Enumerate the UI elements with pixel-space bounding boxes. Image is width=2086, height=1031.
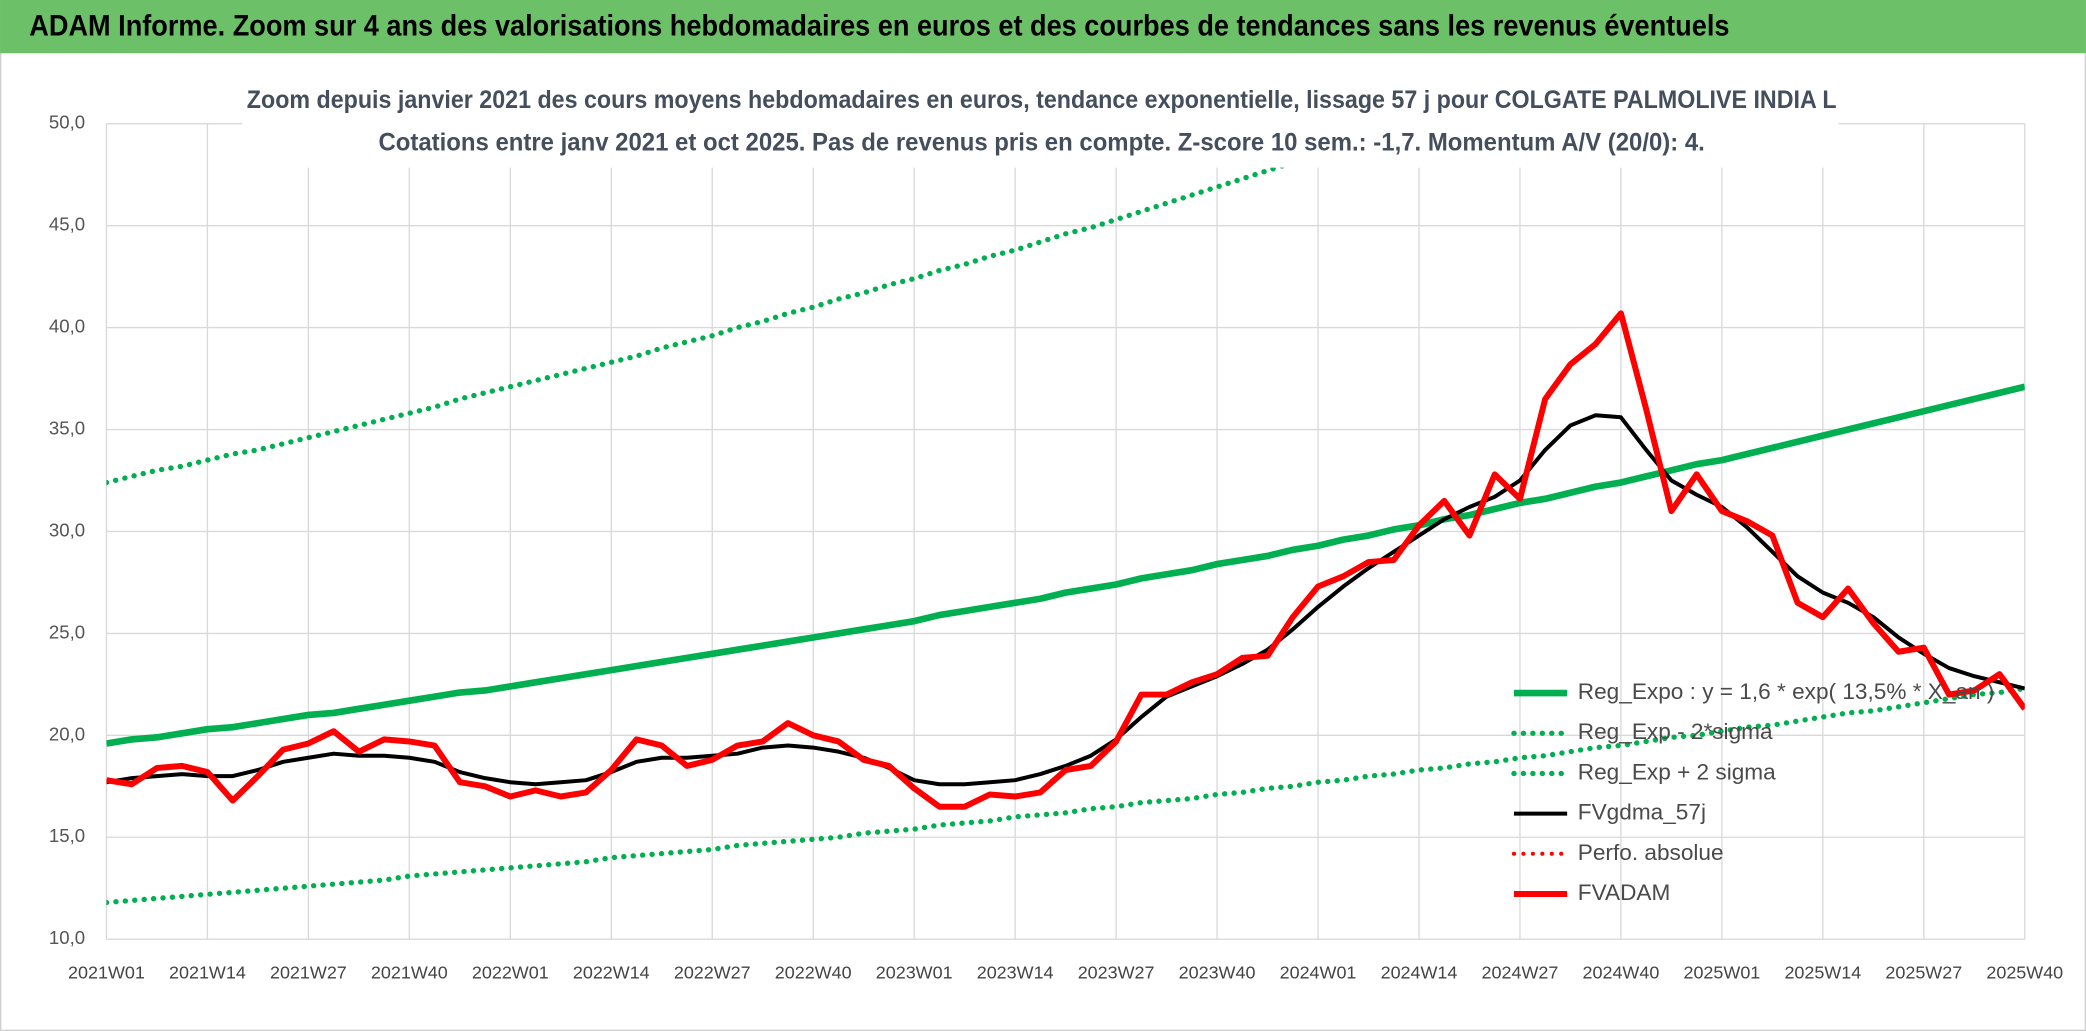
x-tick-label: 2023W01	[876, 963, 953, 983]
y-tick-label: 25,0	[49, 621, 85, 642]
x-tick-label: 2024W40	[1583, 963, 1660, 983]
x-tick-label: 2021W27	[270, 963, 347, 983]
header-title: ADAM Informe. Zoom sur 4 ans des valoris…	[29, 11, 1729, 43]
series-line	[106, 310, 2025, 810]
legend-label: Perfo. absolue	[1578, 840, 1724, 865]
legend-label: Reg_Exp + 2 sigma	[1578, 759, 1776, 784]
x-tick-label: 2024W14	[1381, 963, 1458, 983]
y-tick-label: 20,0	[49, 723, 85, 744]
y-tick-label: 15,0	[49, 825, 85, 846]
legend-label: FVgdma_57j	[1578, 800, 1706, 825]
chart-title: Zoom depuis janvier 2021 des cours moyen…	[247, 86, 1837, 114]
legend-label: FVADAM	[1578, 880, 1671, 905]
y-tick-label: 35,0	[49, 417, 85, 438]
plot-area	[106, 123, 2025, 906]
y-tick-label: 10,0	[49, 927, 85, 948]
x-tick-label: 2023W14	[977, 963, 1054, 983]
legend-label: Reg_Expo : y = 1,6 * exp( 13,5% * X_an )	[1578, 679, 1995, 704]
legend-label: Reg_Exp - 2*sigma	[1578, 719, 1773, 744]
x-tick-label: 2022W27	[674, 963, 751, 983]
x-tick-label: 2023W40	[1179, 963, 1256, 983]
x-tick-label: 2023W27	[1078, 963, 1155, 983]
series-line	[106, 413, 2025, 787]
x-tick-label: 2025W01	[1683, 963, 1760, 983]
x-tick-label: 2025W14	[1784, 963, 1861, 983]
x-tick-label: 2024W27	[1482, 963, 1559, 983]
x-tick-label: 2024W01	[1280, 963, 1357, 983]
x-tick-label: 2022W40	[775, 963, 852, 983]
y-tick-label: 40,0	[49, 316, 85, 337]
y-tick-label: 45,0	[49, 214, 85, 235]
x-tick-label: 2022W01	[472, 963, 549, 983]
x-tick-label: 2021W01	[68, 963, 145, 983]
chart-subtitle: Cotations entre janv 2021 et oct 2025. P…	[379, 128, 1705, 156]
x-tick-label: 2021W14	[169, 963, 246, 983]
y-tick-label: 30,0	[49, 519, 85, 540]
x-tick-label: 2025W27	[1885, 963, 1962, 983]
y-tick-label: 50,0	[49, 112, 85, 133]
header-bar	[0, 0, 2086, 54]
series-line	[106, 123, 1422, 486]
series-line	[106, 383, 2025, 747]
x-tick-label: 2022W14	[573, 963, 650, 983]
legend: Reg_Expo : y = 1,6 * exp( 13,5% * X_an )…	[1511, 679, 1995, 905]
x-tick-label: 2021W40	[371, 963, 448, 983]
x-tick-label: 2025W40	[1986, 963, 2063, 983]
series-line	[106, 685, 2025, 906]
title-box	[242, 79, 1839, 168]
